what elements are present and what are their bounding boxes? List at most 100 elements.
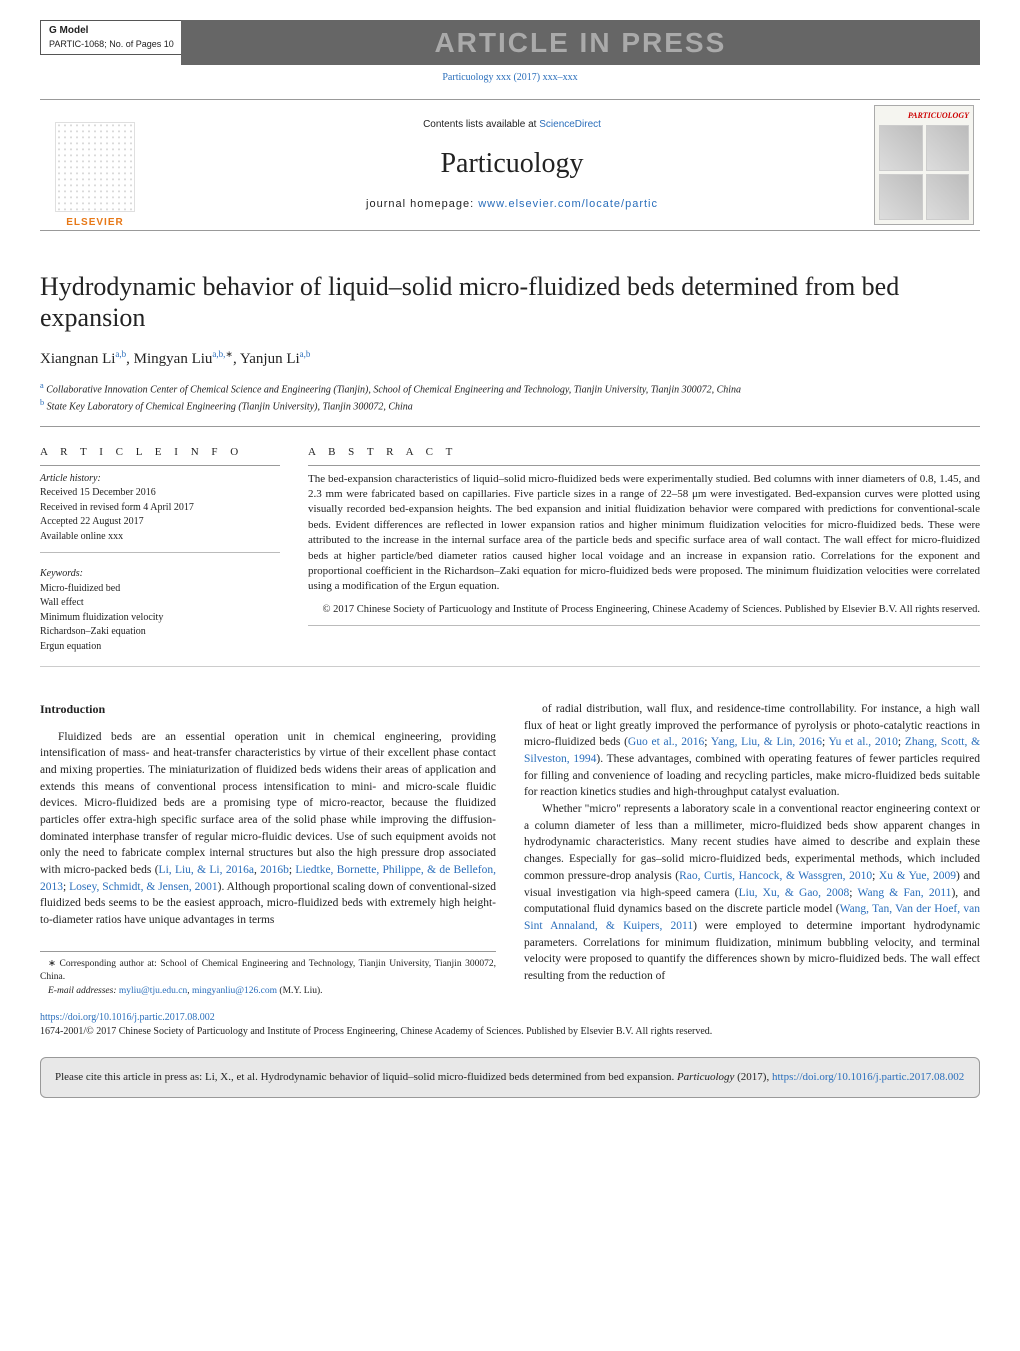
citation-link[interactable]: Guo et al., 2016 [628,736,704,748]
keyword: Ergun equation [40,640,280,655]
aff-b-marker: b [40,398,44,407]
citation-link[interactable]: Li, Liu, & Li, 2016a [159,864,254,876]
text-run: ; [872,870,879,882]
keyword: Richardson–Zaki equation [40,625,280,640]
citation-link[interactable]: Liu, Xu, & Gao, 2008 [739,887,850,899]
body-column-left: Introduction Fluidized beds are an essen… [40,701,496,999]
text-run: Fluidized beds are an essential operatio… [40,731,496,876]
author-1: Xiangnan Li [40,351,115,367]
divider [308,625,980,626]
gmodel-line1: G Model [49,24,174,38]
author-3: Yanjun Li [240,351,300,367]
issn-copyright: 1674-2001/© 2017 Chinese Society of Part… [40,1025,980,1039]
article-in-press-banner: ARTICLE IN PRESS [181,20,980,65]
revised-date: Received in revised form 4 April 2017 [40,501,280,516]
cover-thumb-icon [926,174,970,220]
email-footnote: E-mail addresses: myliu@tju.edu.cn, ming… [40,985,496,999]
journal-cover-thumbnail: PARTICUOLOGY [874,105,974,225]
cover-thumb-icon [926,125,970,171]
keywords-label: Keywords: [40,567,280,582]
elsevier-tree-icon [55,122,135,212]
abstract-copyright: © 2017 Chinese Society of Particuology a… [308,603,980,618]
article-info: A R T I C L E I N F O Article history: R… [40,445,280,654]
sciencedirect-link[interactable]: ScienceDirect [539,119,601,130]
author-2-aff[interactable]: a,b, [212,349,225,359]
intro-paragraph-1: Fluidized beds are an essential operatio… [40,729,496,929]
header-center: Contents lists available at ScienceDirec… [150,104,874,227]
corresponding-marker[interactable]: ∗ [225,349,233,359]
keyword: Micro-fluidized bed [40,582,280,597]
cite-doi-link[interactable]: https://doi.org/10.1016/j.partic.2017.08… [772,1071,964,1083]
top-bar: G Model PARTIC-1068; No. of Pages 10 ART… [40,20,980,65]
homepage-line: journal homepage: www.elsevier.com/locat… [150,197,874,212]
gmodel-box: G Model PARTIC-1068; No. of Pages 10 [40,20,183,55]
affiliation-b: State Key Laboratory of Chemical Enginee… [47,401,413,412]
doi-link[interactable]: https://doi.org/10.1016/j.partic.2017.08… [40,1012,215,1023]
footnote-block: ∗ Corresponding author at: School of Che… [40,951,496,999]
affiliation-a: Collaborative Innovation Center of Chemi… [46,384,741,395]
article-info-heading: A R T I C L E I N F O [40,445,280,465]
corresponding-footnote: ∗ Corresponding author at: School of Che… [40,958,496,986]
affiliations: a Collaborative Innovation Center of Che… [40,380,980,415]
please-cite-box: Please cite this article in press as: Li… [40,1057,980,1098]
divider [40,666,980,667]
citation-link[interactable]: Yu et al., 2010 [829,736,898,748]
contents-line: Contents lists available at ScienceDirec… [150,118,874,132]
cover-title: PARTICUOLOGY [879,110,969,121]
abstract-block: A B S T R A C T The bed-expansion charac… [308,445,980,654]
cite-mid: (2017), [734,1071,772,1083]
online-date: Available online xxx [40,530,280,545]
author-1-aff[interactable]: a,b [115,349,126,359]
citation-link[interactable]: Wang & Fan, 2011 [858,887,952,899]
divider [40,552,280,553]
homepage-prefix: journal homepage: [366,198,478,210]
intro-paragraph-3: Whether "micro" represents a laboratory … [524,801,980,984]
email-label: E-mail addresses: [48,986,119,996]
divider [40,426,980,427]
homepage-link[interactable]: www.elsevier.com/locate/partic [478,198,658,210]
abstract-text: The bed-expansion characteristics of liq… [308,472,980,595]
history-label: Article history: [40,472,280,487]
email-link-1[interactable]: myliu@tju.edu.cn [119,986,187,996]
history-block: Article history: Received 15 December 20… [40,472,280,545]
accepted-date: Accepted 22 August 2017 [40,515,280,530]
cover-thumb-icon [879,174,923,220]
elsevier-logo: ELSEVIER [40,100,150,230]
journal-header: ELSEVIER Contents lists available at Sci… [40,99,980,231]
citation-link[interactable]: Yang, Liu, & Lin, 2016 [711,736,822,748]
keyword: Minimum fluidization velocity [40,611,280,626]
info-abstract-row: A R T I C L E I N F O Article history: R… [40,445,980,654]
author-list: Xiangnan Lia,b, Mingyan Liua,b,∗, Yanjun… [40,348,980,370]
aff-a-marker: a [40,381,44,390]
doi-footer: https://doi.org/10.1016/j.partic.2017.08… [40,1011,980,1039]
elsevier-text: ELSEVIER [66,216,123,230]
running-citation: Particuology xxx (2017) xxx–xxx [40,71,980,85]
cite-pre: Please cite this article in press as: Li… [55,1071,677,1083]
body-columns: Introduction Fluidized beds are an essen… [40,701,980,999]
intro-paragraph-2: of radial distribution, wall flux, and r… [524,701,980,801]
citation-link[interactable]: Particuology xxx (2017) xxx–xxx [442,72,577,83]
paper-title: Hydrodynamic behavior of liquid–solid mi… [40,271,980,333]
introduction-heading: Introduction [40,701,496,718]
author-2: Mingyan Liu [134,351,213,367]
cover-thumb-icon [879,125,923,171]
email-link-2[interactable]: mingyanliu@126.com [192,986,277,996]
received-date: Received 15 December 2016 [40,486,280,501]
gmodel-line2: PARTIC-1068; No. of Pages 10 [49,38,174,51]
keywords-block: Keywords: Micro-fluidized bed Wall effec… [40,567,280,654]
citation-link[interactable]: 2016b [260,864,289,876]
text-run: ; [898,736,905,748]
text-run: (M.Y. Liu). [277,986,322,996]
title-block: Hydrodynamic behavior of liquid–solid mi… [40,271,980,414]
citation-link[interactable]: Xu & Yue, 2009 [879,870,956,882]
text-run: ; [849,887,857,899]
citation-link[interactable]: Losey, Schmidt, & Jensen, 2001 [69,881,218,893]
journal-name: Particuology [150,144,874,183]
abstract-heading: A B S T R A C T [308,445,980,465]
cite-journal: Particuology [677,1071,734,1083]
keyword: Wall effect [40,596,280,611]
body-column-right: of radial distribution, wall flux, and r… [524,701,980,999]
contents-prefix: Contents lists available at [423,119,539,130]
citation-link[interactable]: Rao, Curtis, Hancock, & Wassgren, 2010 [679,870,872,882]
author-3-aff[interactable]: a,b [300,349,311,359]
